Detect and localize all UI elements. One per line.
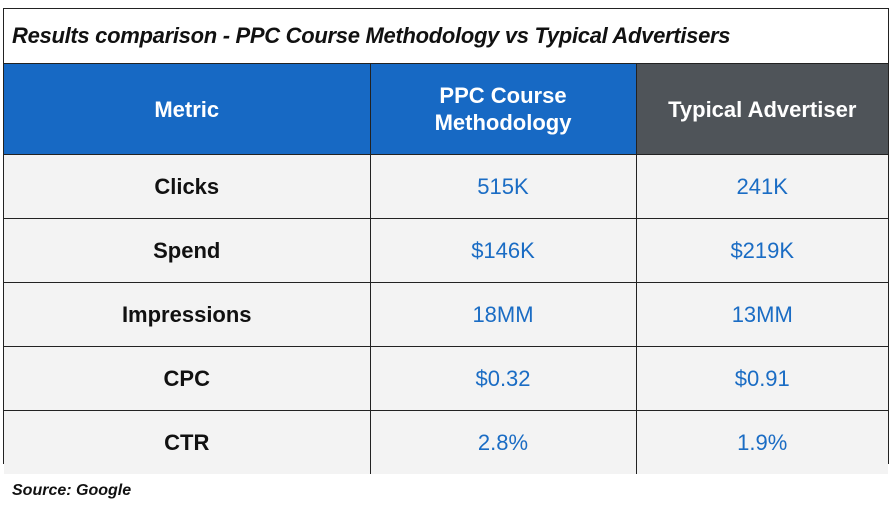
- typical-value-cell: 13MM: [636, 282, 888, 347]
- metric-cell: CTR: [4, 410, 371, 474]
- source-note: Source: Google: [12, 482, 132, 499]
- typical-value-cell: 1.9%: [636, 410, 888, 474]
- comparison-card: Results comparison - PPC Course Methodol…: [3, 8, 889, 474]
- ppc-value-cell: $146K: [370, 218, 637, 283]
- column-header-ppc: PPC Course Methodology: [370, 64, 637, 155]
- metric-cell: Impressions: [4, 282, 371, 347]
- ppc-value-cell: 18MM: [370, 282, 637, 347]
- title-bar: Results comparison - PPC Course Methodol…: [4, 9, 888, 64]
- metric-cell: Spend: [4, 218, 371, 283]
- comparison-table: Metric PPC Course Methodology Typical Ad…: [4, 64, 888, 474]
- table-row: Impressions 18MM 13MM: [4, 282, 888, 347]
- table-row: Clicks 515K 241K: [4, 154, 888, 219]
- ppc-value-cell: $0.32: [370, 346, 637, 411]
- table-header-row: Metric PPC Course Methodology Typical Ad…: [4, 64, 888, 155]
- typical-value-cell: $219K: [636, 218, 888, 283]
- column-header-typical: Typical Advertiser: [636, 64, 888, 155]
- ppc-value-cell: 2.8%: [370, 410, 637, 474]
- column-header-metric: Metric: [4, 64, 371, 155]
- page-title: Results comparison - PPC Course Methodol…: [12, 23, 731, 48]
- metric-cell: Clicks: [4, 154, 371, 219]
- table-row: CTR 2.8% 1.9%: [4, 410, 888, 474]
- ppc-value-cell: 515K: [370, 154, 637, 219]
- typical-value-cell: 241K: [636, 154, 888, 219]
- table-row: CPC $0.32 $0.91: [4, 346, 888, 411]
- table-row: Spend $146K $219K: [4, 218, 888, 283]
- typical-value-cell: $0.91: [636, 346, 888, 411]
- metric-cell: CPC: [4, 346, 371, 411]
